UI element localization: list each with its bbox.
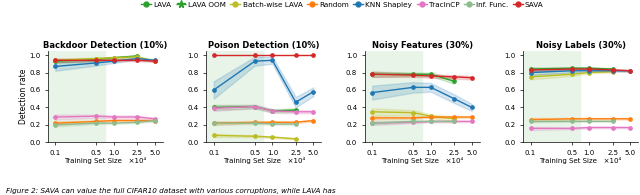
X-axis label: Training Set Size   ×10⁴: Training Set Size ×10⁴ (223, 157, 305, 164)
Bar (205, 51, 263, 142)
Text: Figure 2: SAVA can value the full CIFAR10 dataset with various corruptions, whil: Figure 2: SAVA can value the full CIFAR1… (6, 188, 336, 194)
Bar (46, 51, 105, 142)
X-axis label: Training Set Size   ×10⁴: Training Set Size ×10⁴ (540, 157, 622, 164)
Title: Noisy Labels (30%): Noisy Labels (30%) (536, 41, 626, 50)
X-axis label: Training Set Size   ×10⁴: Training Set Size ×10⁴ (64, 157, 147, 164)
Title: Poison Detection (10%): Poison Detection (10%) (208, 41, 319, 50)
Bar (363, 51, 422, 142)
X-axis label: Training Set Size   ×10⁴: Training Set Size ×10⁴ (381, 157, 463, 164)
Title: Noisy Features (30%): Noisy Features (30%) (372, 41, 473, 50)
Legend: LAVA, LAVA OOM, Batch-wise LAVA, Random, KNN Shapley, TracInCP, Inf. Func., SAVA: LAVA, LAVA OOM, Batch-wise LAVA, Random,… (141, 2, 544, 8)
Title: Backdoor Detection (10%): Backdoor Detection (10%) (44, 41, 168, 50)
Bar (522, 51, 580, 142)
Y-axis label: Detection rate: Detection rate (19, 69, 28, 124)
